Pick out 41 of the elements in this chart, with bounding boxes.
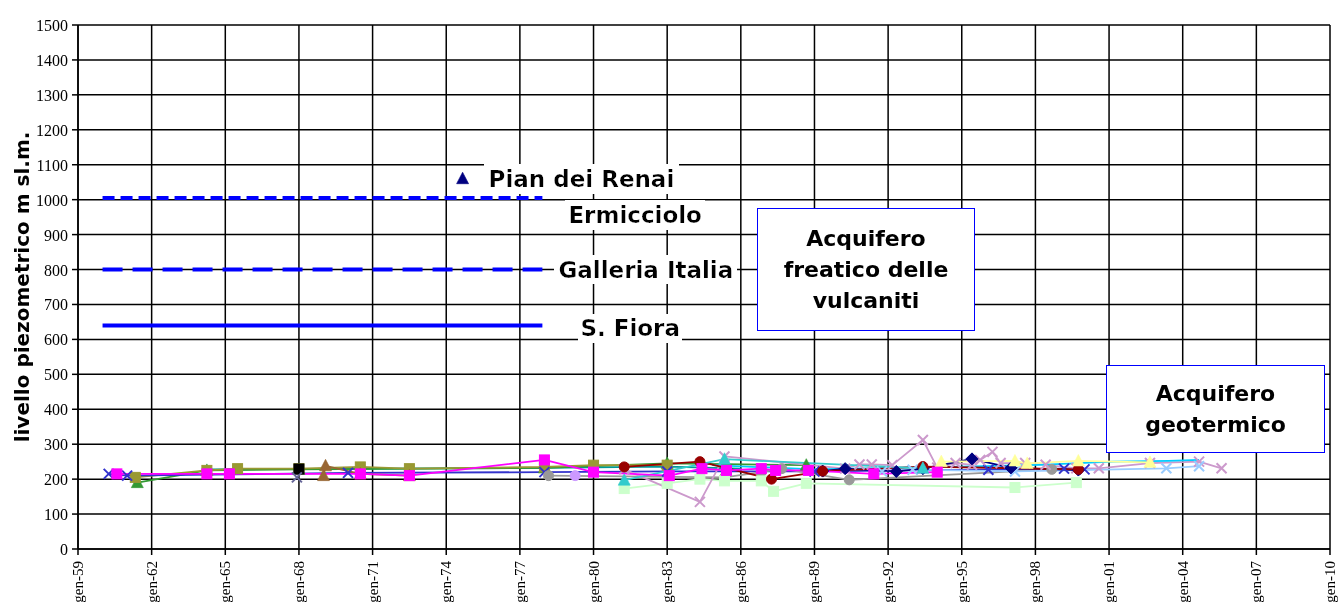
y-tick-label: 900 — [44, 226, 68, 244]
x-tick-label: gen-01 — [1101, 561, 1118, 603]
y-tick-label: 100 — [44, 505, 68, 523]
x-tick-label: gen-77 — [511, 560, 528, 603]
x-tick-label: gen-83 — [659, 561, 676, 603]
annotation: Acquifero geotermico — [1144, 380, 1287, 439]
y-axis-title: livello piezometrico m sl.m. — [10, 131, 34, 443]
x-tick-label: gen-80 — [585, 561, 602, 603]
x-tick-label: gen-07 — [1248, 560, 1265, 603]
y-tick-label: 600 — [44, 330, 68, 348]
x-tick-label: gen-74 — [438, 560, 455, 603]
x-tick-label: gen-92 — [880, 561, 897, 603]
x-tick-label: gen-71 — [364, 561, 381, 603]
series-label: Pian dei Renai — [488, 165, 675, 192]
y-tick-label: 1400 — [36, 51, 68, 69]
y-tick-label: 700 — [44, 295, 68, 313]
y-tick-label: 800 — [44, 261, 68, 279]
x-tick-label: gen-65 — [217, 561, 234, 603]
y-tick-label: 1300 — [36, 86, 68, 104]
x-tick-label: gen-98 — [1027, 561, 1044, 603]
y-tick-label: 0 — [60, 540, 68, 558]
y-tick-label: 500 — [44, 365, 68, 383]
x-tick-label: gen-86 — [732, 560, 749, 603]
x-tick-label: gen-10 — [1322, 561, 1338, 603]
y-tick-label: 1000 — [36, 191, 68, 209]
x-tick-label: gen-62 — [143, 561, 160, 603]
x-tick-label: gen-59 — [70, 561, 86, 603]
series-label: Ermicciolo — [568, 201, 702, 228]
x-tick-label: gen-04 — [1174, 560, 1191, 603]
series-label: S. Fiora — [580, 315, 680, 342]
x-tick-label: gen-68 — [290, 561, 307, 603]
y-tick-label: 1500 — [36, 16, 68, 34]
y-tick-label: 300 — [44, 435, 68, 453]
annotation: Acquifero freatico delle vulcaniti — [782, 225, 950, 315]
y-tick-label: 1100 — [36, 156, 68, 174]
y-tick-label: 1200 — [36, 121, 68, 139]
x-tick-label: gen-95 — [953, 561, 970, 603]
y-tick-label: 200 — [44, 470, 68, 488]
y-tick-label: 400 — [44, 400, 68, 418]
series-label: Galleria Italia — [558, 256, 734, 283]
x-tick-label: gen-89 — [806, 561, 823, 603]
